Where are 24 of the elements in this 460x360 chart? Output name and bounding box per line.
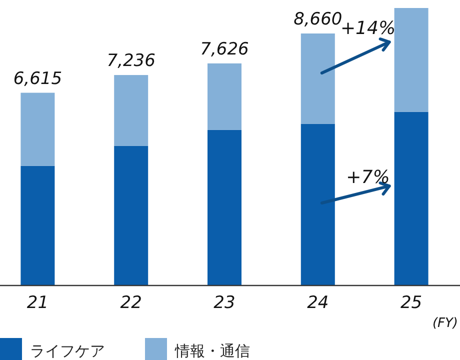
bar <box>20 166 55 285</box>
annotation: +14% <box>340 18 396 39</box>
bar <box>114 75 148 146</box>
bar <box>114 146 148 285</box>
legend-label: ライフケア <box>30 342 105 360</box>
bar <box>300 124 335 285</box>
annotation: 7,626 <box>200 39 250 60</box>
annotation: +7% <box>346 167 390 188</box>
annotation: 8,660 <box>294 9 342 30</box>
annotation: 6,615 <box>13 68 62 89</box>
legend-label: 情報・通信 <box>174 342 250 360</box>
x-tick-label: 21 <box>26 293 49 313</box>
x-tick-label: 25 <box>400 293 422 313</box>
x-axis-title: (FY) <box>432 316 458 331</box>
bar <box>20 92 55 166</box>
bar <box>394 8 428 112</box>
bar <box>300 33 335 124</box>
bar <box>208 130 242 285</box>
x-tick-label: 23 <box>214 293 236 313</box>
bar <box>208 63 242 130</box>
x-tick-label: 22 <box>120 293 142 313</box>
bar <box>394 112 428 285</box>
annotation: 7,236 <box>106 51 156 72</box>
x-tick-label: 24 <box>307 293 329 313</box>
